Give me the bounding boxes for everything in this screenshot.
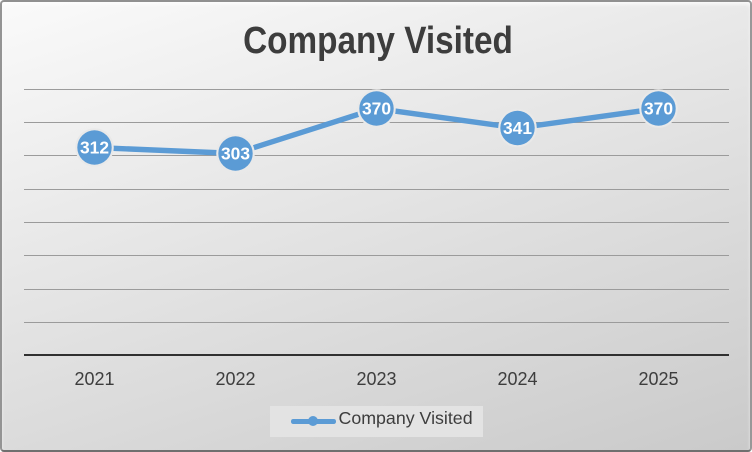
svg-text:341: 341 — [503, 118, 532, 138]
svg-text:370: 370 — [644, 99, 673, 119]
svg-text:312: 312 — [80, 138, 109, 158]
svg-text:370: 370 — [362, 99, 391, 119]
svg-text:303: 303 — [221, 144, 250, 164]
